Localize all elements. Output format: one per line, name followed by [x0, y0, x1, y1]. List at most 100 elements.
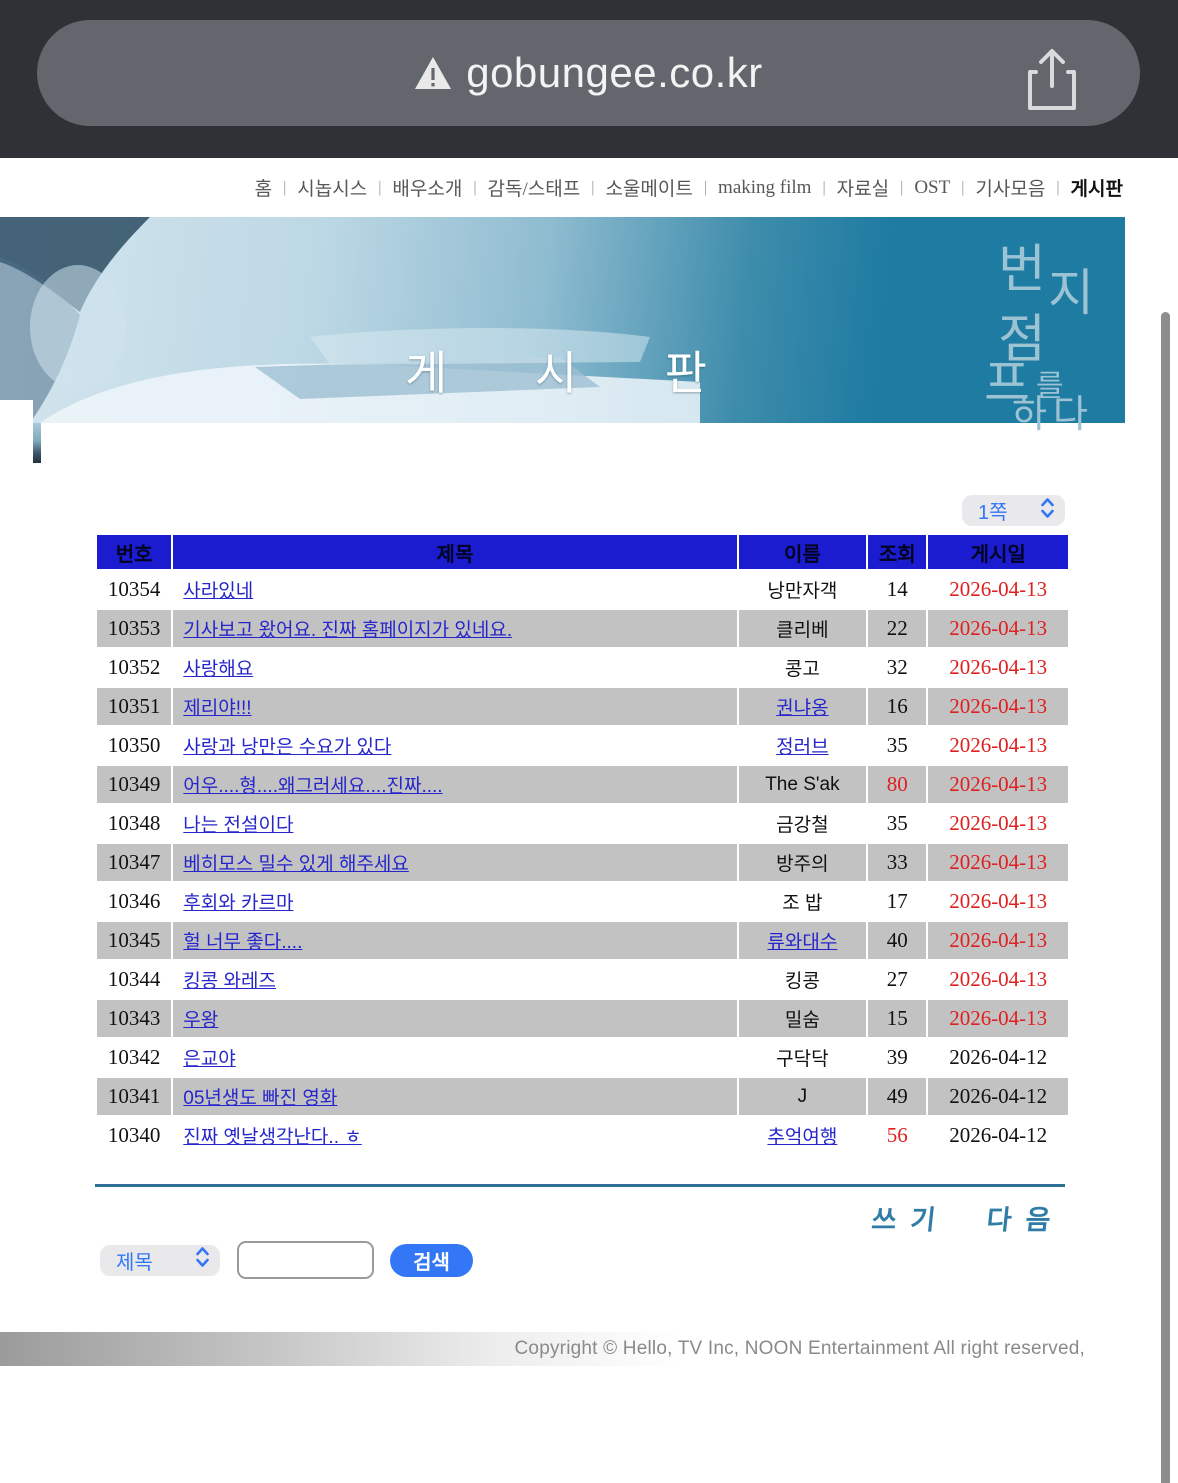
post-title-link[interactable]: 나는 전설이다 — [183, 815, 294, 836]
post-title-cell: 나는 전설이다 — [173, 805, 736, 842]
nav-separator: | — [378, 178, 382, 196]
table-row: 10345 헐 너무 좋다.... 류와대수 40 2026-04-13 — [97, 922, 1068, 959]
post-number: 10347 — [97, 844, 172, 881]
post-title-link[interactable]: 진짜 옛날생각난다.. ㅎ — [183, 1127, 362, 1148]
post-title-cell: 사랑해요 — [173, 649, 736, 686]
post-views: 27 — [886, 967, 908, 991]
post-title-link[interactable]: 05년생도 빠진 영화 — [183, 1088, 338, 1109]
post-author: 구닥닥 — [776, 1049, 829, 1070]
share-button[interactable] — [1024, 46, 1080, 112]
post-title-link[interactable]: 사랑해요 — [183, 659, 254, 680]
col-name: 이름 — [738, 535, 867, 569]
post-views: 49 — [868, 1078, 927, 1115]
post-title-link[interactable]: 제리야!!! — [183, 698, 252, 719]
nav-separator: | — [1056, 178, 1060, 196]
chevron-up-down-icon — [1026, 497, 1055, 525]
post-author-link[interactable]: 추억여행 — [767, 1127, 838, 1148]
post-author-link[interactable]: 권냐옹 — [776, 698, 829, 719]
post-title-link[interactable]: 기사보고 왔어요. 진짜 홈페이지가 있네요. — [183, 620, 513, 641]
post-author-link[interactable]: 정러브 — [776, 737, 829, 758]
nav-separator: | — [900, 178, 904, 196]
post-title-link[interactable]: 우왕 — [183, 1010, 219, 1031]
post-title-link[interactable]: 후회와 카르마 — [183, 893, 294, 914]
post-title-cell: 진짜 옛날생각난다.. ㅎ — [173, 1117, 736, 1154]
board-table: 번호 제목 이름 조회 게시일 10354 사라있네 낭만자객 14 2026-04-1… — [95, 533, 1070, 1156]
table-row: 10351 제리야!!! 권냐옹 16 2026-04-13 — [97, 688, 1068, 725]
post-title-link[interactable]: 베히모스 밀수 있게 해주세요 — [183, 854, 409, 875]
post-views: 14 — [886, 577, 908, 601]
write-button[interactable]: 쓰기 — [869, 1205, 951, 1235]
post-author: 클리베 — [738, 610, 867, 647]
nav-item-9[interactable]: 게시판 — [1070, 179, 1123, 200]
nav-separator: | — [703, 178, 708, 196]
nav-separator: | — [473, 178, 477, 196]
nav-separator: | — [822, 178, 826, 196]
nav-item-4[interactable]: 소울메이트 — [605, 179, 693, 200]
col-number: 번호 — [97, 535, 172, 569]
scrollbar-thumb[interactable] — [1161, 312, 1170, 1483]
post-title-link[interactable]: 헐 너무 좋다.... — [183, 932, 303, 953]
post-title-cell: 킹콩 와레즈 — [173, 961, 736, 998]
post-title-cell: 우왕 — [173, 1000, 737, 1037]
post-date: 2026-04-13 — [949, 655, 1048, 679]
url-bar[interactable]: gobungee.co.kr — [37, 20, 1140, 126]
chevron-up-down-icon — [181, 1246, 210, 1274]
nav-item-0[interactable]: 홈 — [254, 179, 273, 200]
url-value: gobungee.co.kr — [466, 49, 763, 96]
nav-item-3[interactable]: 감독/스태프 — [487, 179, 581, 200]
post-title-cell: 어우....형....왜그러세요....진짜.... — [173, 766, 737, 803]
post-number: 10348 — [107, 811, 161, 835]
banner-edge-strip — [33, 423, 41, 463]
post-number: 10342 — [107, 1045, 161, 1069]
nav-item-8[interactable]: 기사모음 — [975, 179, 1046, 200]
post-title-link[interactable]: 은교야 — [183, 1049, 236, 1070]
post-title-link[interactable]: 어우....형....왜그러세요....진짜.... — [183, 776, 443, 797]
table-row: 10341 05년생도 빠진 영화 J 49 2026-04-12 — [97, 1078, 1068, 1115]
post-date: 2026-04-13 — [928, 1000, 1068, 1037]
post-author: 권냐옹 — [738, 688, 867, 725]
browser-chrome: gobungee.co.kr — [0, 0, 1178, 158]
table-row: 10343 우왕 밀숨 15 2026-04-13 — [97, 1000, 1068, 1037]
url-text: gobungee.co.kr — [414, 49, 763, 97]
post-number: 10341 — [97, 1078, 172, 1115]
ssl-warning-icon — [414, 56, 452, 90]
post-date: 2026-04-12 — [949, 1123, 1048, 1147]
post-title-cell: 사랑과 낭만은 수요가 있다 — [173, 727, 736, 764]
post-number: 10344 — [107, 967, 161, 991]
nav-separator: | — [961, 178, 965, 196]
post-date: 2026-04-13 — [949, 889, 1048, 913]
board-header-row: 번호 제목 이름 조회 게시일 — [97, 535, 1068, 569]
banner-photo-art — [0, 217, 700, 423]
post-author: 조 밥 — [782, 893, 823, 914]
post-author: J — [738, 1078, 867, 1115]
movie-logo: 번 지 점 프 를 하다 — [960, 225, 1120, 436]
post-title-link[interactable]: 사랑과 낭만은 수요가 있다 — [183, 737, 392, 758]
post-title-cell: 사라있네 — [173, 571, 736, 608]
col-title: 제목 — [173, 535, 737, 569]
next-button[interactable]: 다음 — [985, 1205, 1067, 1235]
post-author: 킹콩 — [784, 971, 820, 992]
post-author: 류와대수 — [738, 922, 867, 959]
post-number: 10340 — [107, 1123, 161, 1147]
post-title-link[interactable]: 사라있네 — [183, 581, 254, 602]
page-select-value: 1쪽 — [978, 502, 1008, 524]
post-number: 10354 — [107, 577, 161, 601]
post-title-link[interactable]: 킹콩 와레즈 — [183, 971, 276, 992]
footer-bar: Copyright © Hello, TV Inc, NOON Entertai… — [0, 1332, 1178, 1366]
nav-item-6[interactable]: 자료실 — [836, 179, 890, 200]
table-row: 10353 기사보고 왔어요. 진짜 홈페이지가 있네요. 클리베 22 2026-04… — [97, 610, 1068, 647]
nav-item-1[interactable]: 시놉시스 — [297, 179, 368, 200]
table-row: 10354 사라있네 낭만자객 14 2026-04-13 — [97, 571, 1068, 608]
search-input[interactable] — [237, 1241, 374, 1279]
search-field-value: 제목 — [116, 1251, 153, 1274]
post-author-link[interactable]: 류와대수 — [767, 932, 838, 953]
nav-item-7[interactable]: OST — [914, 176, 951, 198]
page-select[interactable]: 1쪽 — [962, 495, 1065, 526]
table-row: 10352 사랑해요 콩고 32 2026-04-13 — [97, 649, 1068, 686]
search-button[interactable]: 검색 — [390, 1243, 473, 1277]
nav-item-5[interactable]: making film — [718, 176, 812, 198]
search-field-select[interactable]: 제목 — [100, 1244, 220, 1276]
nav-item-2[interactable]: 배우소개 — [392, 179, 463, 200]
post-title-cell: 헐 너무 좋다.... — [173, 922, 737, 959]
